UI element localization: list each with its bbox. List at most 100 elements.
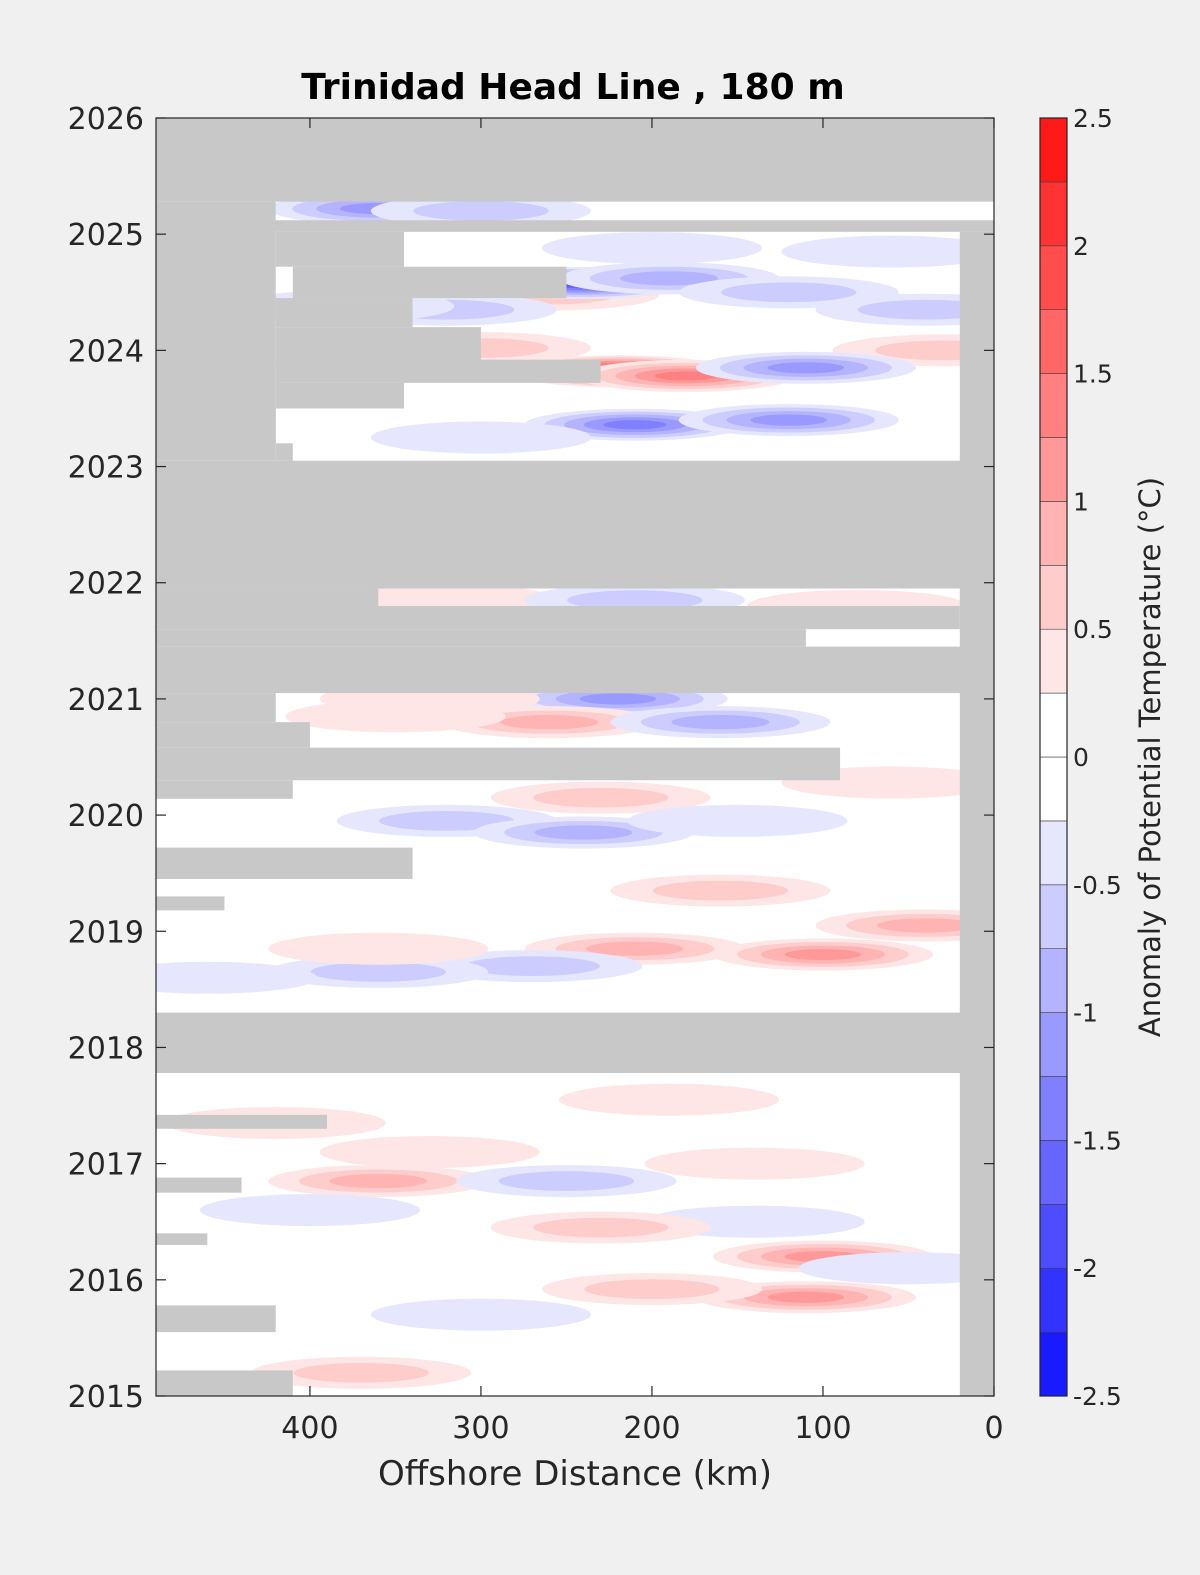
- anomaly-blob: [199, 1194, 420, 1227]
- anomaly-contour: [721, 282, 857, 303]
- x-axis-label: Offshore Distance (km): [378, 1454, 772, 1494]
- no-data-region: [156, 722, 310, 748]
- colorbar-segment: [1039, 501, 1068, 566]
- no-data-region: [275, 382, 404, 409]
- x-tick-label: 0: [984, 1411, 1003, 1446]
- colorbar-segment: [1039, 1204, 1068, 1269]
- colorbar-segment: [1039, 437, 1068, 502]
- no-data-region: [156, 460, 994, 589]
- colorbar-segment: [1039, 1012, 1068, 1077]
- no-data-region: [275, 443, 293, 461]
- colorbar-segment: [1039, 117, 1068, 183]
- colorbar-segment: [1039, 309, 1068, 374]
- colorbar-segment: [1039, 884, 1068, 949]
- colorbar-segment: [1039, 628, 1068, 694]
- colorbar-segment: [1039, 373, 1068, 438]
- anomaly-blob: [156, 961, 318, 994]
- anomaly-blob: [456, 1165, 677, 1198]
- colorbar-segment: [1039, 820, 1068, 886]
- y-tick-label: 2022: [68, 567, 144, 602]
- anomaly-blob: [610, 874, 831, 907]
- no-data-region: [156, 629, 806, 647]
- anomaly-contour: [413, 201, 549, 221]
- colorbar-segment: [1039, 564, 1068, 630]
- y-tick-label: 2023: [68, 451, 144, 486]
- no-data-region: [156, 646, 994, 694]
- anomaly-contour: [379, 811, 515, 831]
- y-tick-label: 2017: [68, 1148, 144, 1183]
- anomaly-contour: [199, 1194, 420, 1227]
- colorbar-tick-label: -1: [1073, 999, 1098, 1028]
- colorbar-tick-label: 1: [1073, 487, 1089, 516]
- y-tick-label: 2021: [68, 683, 144, 718]
- anomaly-blob: [541, 1273, 762, 1306]
- x-tick-label: 200: [623, 1411, 680, 1446]
- anomaly-contour: [500, 715, 599, 730]
- colorbar-ticks: 2.5 2 1.5 1 0.5 0 -0.5 -1 -1.5 -2 -2.5: [1073, 104, 1122, 1411]
- anomaly-contour: [293, 1362, 429, 1383]
- plot-area: [155, 117, 995, 1397]
- x-tick-label: 400: [281, 1411, 338, 1446]
- anomaly-contour: [319, 1136, 540, 1169]
- y-tick-label: 2016: [68, 1264, 144, 1299]
- anomaly-blob: [798, 1252, 994, 1285]
- no-data-region: [156, 1177, 242, 1193]
- anomaly-contour: [498, 1171, 635, 1191]
- anomaly-blob: [268, 955, 489, 988]
- anomaly-contour: [767, 362, 845, 374]
- anomaly-blob: [815, 909, 994, 942]
- anomaly-blob: [610, 706, 831, 739]
- anomaly-blob: [490, 1211, 711, 1244]
- no-data-region: [156, 1114, 328, 1129]
- no-data-region: [959, 231, 994, 1396]
- anomaly-contour: [579, 693, 657, 705]
- no-data-region: [275, 359, 601, 383]
- anomaly-blob: [678, 404, 899, 437]
- anomaly-contour: [603, 420, 667, 430]
- chart-title: Trinidad Head Line , 180 m: [301, 67, 844, 108]
- colorbar-frame: [1039, 117, 1068, 1397]
- anomaly-contour: [652, 880, 789, 901]
- anomaly-blob: [268, 1165, 489, 1198]
- no-data-region: [156, 693, 276, 723]
- no-data-region: [156, 605, 960, 630]
- colorbar-segment: [1039, 1331, 1068, 1397]
- colorbar-segment: [1039, 181, 1068, 247]
- anomaly-contour: [784, 948, 862, 961]
- colorbar-tick-label: 0.5: [1073, 615, 1113, 644]
- anomaly-blob: [370, 194, 591, 227]
- anomaly-contour: [671, 715, 770, 730]
- anomaly-contour: [559, 1083, 780, 1116]
- colorbar-tick-label: 0: [1073, 743, 1089, 772]
- colorbar-tick-label: -2.5: [1073, 1382, 1122, 1411]
- colorbar-tick-label: 2: [1073, 232, 1089, 261]
- no-data-region: [292, 266, 567, 299]
- x-tick-label: 100: [794, 1411, 851, 1446]
- anomaly-contour: [534, 825, 633, 840]
- anomaly-blob: [559, 1083, 780, 1116]
- no-data-region: [156, 1012, 994, 1074]
- nodata-layer: [156, 118, 994, 1396]
- anomaly-contour: [541, 232, 762, 265]
- colorbar-segments: [1039, 117, 1068, 1397]
- anomaly-contour: [750, 414, 828, 426]
- anomaly-contour: [798, 1252, 994, 1285]
- anomaly-contour: [627, 804, 848, 837]
- anomaly-contour: [532, 787, 669, 808]
- no-data-region: [156, 1233, 208, 1245]
- colorbar-tick-label: 2.5: [1073, 104, 1113, 133]
- anomaly-contour: [370, 1298, 591, 1331]
- x-tick-label: 300: [452, 1411, 509, 1446]
- anomaly-contour: [620, 271, 718, 286]
- no-data-region: [156, 747, 841, 781]
- colorbar-segment: [1039, 1140, 1068, 1205]
- anomaly-blob: [490, 781, 711, 814]
- anomaly-blob: [285, 700, 506, 733]
- no-data-region: [156, 220, 994, 232]
- anomaly-blob: [781, 235, 994, 268]
- no-data-region: [156, 896, 225, 911]
- anomaly-blob: [319, 1136, 540, 1169]
- anomaly-contour: [654, 371, 718, 381]
- x-tick-labels: 400 300 200 100 0: [281, 1411, 1003, 1446]
- no-data-region: [275, 231, 404, 267]
